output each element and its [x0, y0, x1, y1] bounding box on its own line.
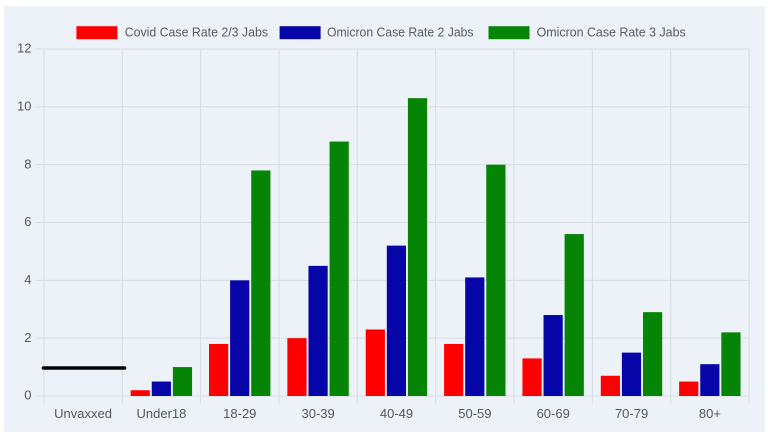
svg-text:Omicron Case Rate 2 Jabs: Omicron Case Rate 2 Jabs [327, 25, 474, 40]
svg-text:Under18: Under18 [136, 406, 186, 421]
svg-text:4: 4 [24, 272, 31, 287]
svg-text:Unvaxxed: Unvaxxed [54, 406, 112, 421]
svg-text:10: 10 [17, 98, 31, 113]
svg-text:0: 0 [24, 388, 31, 403]
svg-text:12: 12 [17, 41, 31, 56]
svg-text:40-49: 40-49 [380, 406, 413, 421]
svg-text:Covid Case Rate 2/3 Jabs: Covid Case Rate 2/3 Jabs [125, 25, 269, 40]
svg-text:6: 6 [24, 214, 31, 229]
svg-text:60-69: 60-69 [537, 406, 570, 421]
svg-text:30-39: 30-39 [302, 406, 335, 421]
svg-text:70-79: 70-79 [615, 406, 648, 421]
svg-text:2: 2 [24, 330, 31, 345]
svg-text:18-29: 18-29 [223, 406, 256, 421]
svg-text:50-59: 50-59 [458, 406, 491, 421]
svg-text:80+: 80+ [699, 406, 721, 421]
svg-text:8: 8 [24, 156, 31, 171]
svg-text:Omicron Case Rate 3 Jabs: Omicron Case Rate 3 Jabs [537, 25, 687, 40]
